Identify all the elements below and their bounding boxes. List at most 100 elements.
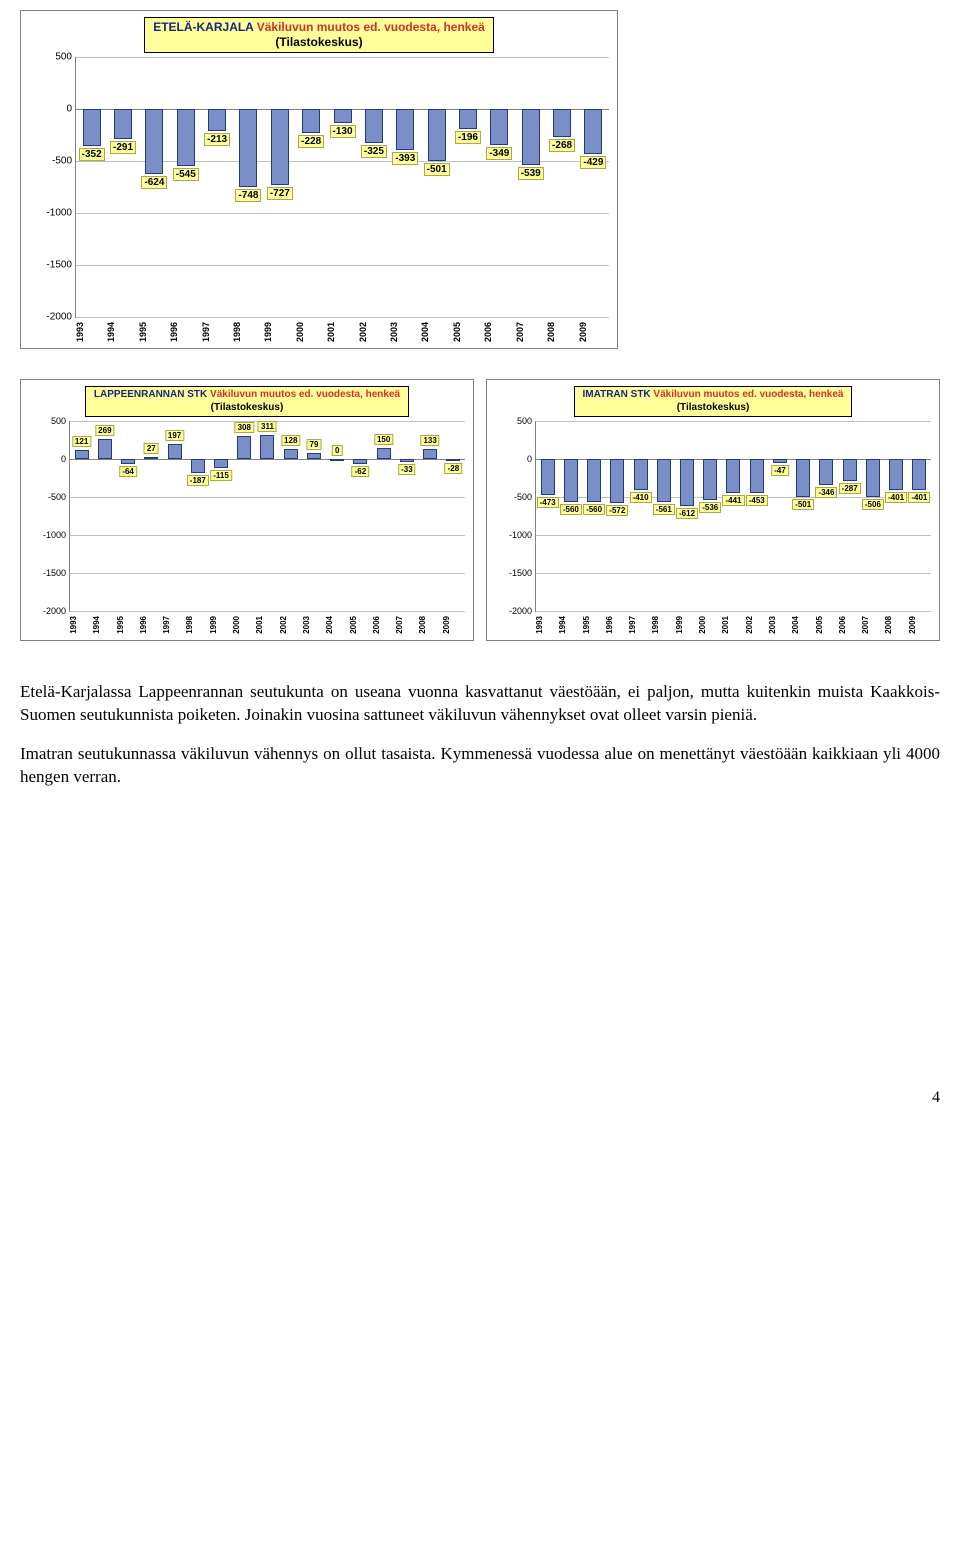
bars-row: -352-291-624-545-213-748-727-228-130-325… (76, 57, 609, 317)
chart-imatra: IMATRAN STK Väkiluvun muutos ed. vuodest… (486, 379, 940, 641)
x-tick-label: 2002 (279, 614, 302, 636)
chart3-title-wrap: IMATRAN STK Väkiluvun muutos ed. vuodest… (495, 386, 931, 417)
bar-slot: -349 (484, 57, 515, 317)
bar-slot: -624 (139, 57, 170, 317)
x-tick-label: 1993 (535, 614, 558, 636)
chart1-title-sub: (Tilastokeskus) (153, 35, 485, 50)
x-tick-label: 1996 (139, 614, 162, 636)
x-tick-label: 2000 (232, 614, 255, 636)
bar-value-label: -545 (173, 168, 199, 181)
bar-value-label: -401 (885, 492, 907, 503)
x-tick-label: 2000 (698, 614, 721, 636)
bar-value-label: -187 (187, 475, 209, 486)
bar (353, 459, 367, 464)
bar (912, 459, 926, 489)
chart1-title-wrap: ETELÄ-KARJALA Väkiluvun muutos ed. vuode… (29, 17, 609, 53)
x-tick-label: 1996 (605, 614, 628, 636)
x-tick-label: 1993 (69, 614, 92, 636)
x-tick-label: 2006 (838, 614, 861, 636)
bar-slot: -393 (390, 57, 421, 317)
bar (446, 459, 460, 461)
x-tick-label: 1998 (232, 320, 263, 344)
bar-value-label: -539 (518, 167, 544, 180)
x-tick-label: 2003 (768, 614, 791, 636)
chart1-title-region: ETELÄ-KARJALA (153, 20, 253, 34)
chart3-xlabels: 1993199419951996199719981999200020012002… (535, 614, 931, 636)
chart3-title-region: IMATRAN STK (583, 389, 651, 400)
bar (214, 459, 228, 468)
y-tick-label: 0 (26, 454, 66, 464)
gridline (76, 317, 609, 318)
x-tick-label: 1997 (162, 614, 185, 636)
x-tick-label: 2000 (295, 320, 326, 344)
bar-value-label: -506 (862, 499, 884, 510)
bar-value-label: 121 (72, 436, 91, 447)
bar (168, 444, 182, 459)
bar (866, 459, 880, 497)
bar (843, 459, 857, 481)
bar-value-label: -624 (141, 176, 167, 189)
bar-slot: -560 (559, 421, 582, 611)
bar-value-label: 269 (95, 425, 114, 436)
bar (541, 459, 555, 495)
bar (400, 459, 414, 462)
bar-slot: -62 (349, 421, 372, 611)
y-tick-label: -500 (32, 156, 72, 167)
x-tick-label: 2006 (483, 320, 514, 344)
y-tick-label: -1000 (26, 530, 66, 540)
bar-slot: -287 (838, 421, 861, 611)
bar (587, 459, 601, 502)
bar (796, 459, 810, 497)
bar-slot: 133 (419, 421, 442, 611)
bar-value-label: 150 (374, 434, 393, 445)
bar-slot: 0 (326, 421, 349, 611)
bar-value-label: -64 (119, 466, 137, 477)
x-tick-label: 2008 (418, 614, 441, 636)
bar-value-label: -213 (204, 133, 230, 146)
bar (423, 449, 437, 459)
bar-value-label: -473 (537, 497, 559, 508)
bar-slot: -325 (358, 57, 389, 317)
bar-value-label: -561 (653, 504, 675, 515)
bar-value-label: -196 (455, 131, 481, 144)
bar-slot: -33 (395, 421, 418, 611)
bar-slot: -748 (233, 57, 264, 317)
y-tick-label: -2000 (26, 606, 66, 616)
bar-slot: -187 (186, 421, 209, 611)
bars-row: -473-560-560-572-410-561-612-536-441-453… (536, 421, 931, 611)
bar-value-label: -560 (560, 504, 582, 515)
x-tick-label: 2004 (420, 320, 451, 344)
y-tick-label: 500 (32, 52, 72, 63)
y-tick-label: -2000 (32, 312, 72, 323)
bar-slot: -213 (201, 57, 232, 317)
body-text: Etelä-Karjalassa Lappeenrannan seutukunt… (20, 681, 940, 789)
bar-slot: -536 (699, 421, 722, 611)
bar (490, 109, 508, 145)
x-tick-label: 1994 (106, 320, 137, 344)
bar-value-label: -560 (583, 504, 605, 515)
x-tick-label: 2009 (578, 320, 609, 344)
bar (307, 453, 321, 459)
bar-value-label: -325 (361, 145, 387, 158)
x-tick-label: 2001 (721, 614, 744, 636)
bar-value-label: -130 (330, 125, 356, 138)
chart2-plot: -2000-1500-1000-5000500121269-6427197-18… (69, 421, 465, 612)
x-tick-label: 1995 (138, 320, 169, 344)
bar-value-label: -536 (699, 502, 721, 513)
bar-value-label: -287 (839, 483, 861, 494)
x-tick-label: 2005 (452, 320, 483, 344)
bar (334, 109, 352, 123)
bar-value-label: -748 (235, 189, 261, 202)
x-tick-label: 2002 (745, 614, 768, 636)
bar-slot: -346 (815, 421, 838, 611)
bar (208, 109, 226, 131)
bar-slot: -291 (107, 57, 138, 317)
gridline (536, 611, 931, 612)
bar-slot: 311 (256, 421, 279, 611)
bar-slot: 308 (233, 421, 256, 611)
bar-value-label: -429 (580, 156, 606, 169)
bar-value-label: 27 (144, 443, 159, 454)
bar-slot: -196 (452, 57, 483, 317)
x-tick-label: 2008 (884, 614, 907, 636)
x-tick-label: 1994 (558, 614, 581, 636)
